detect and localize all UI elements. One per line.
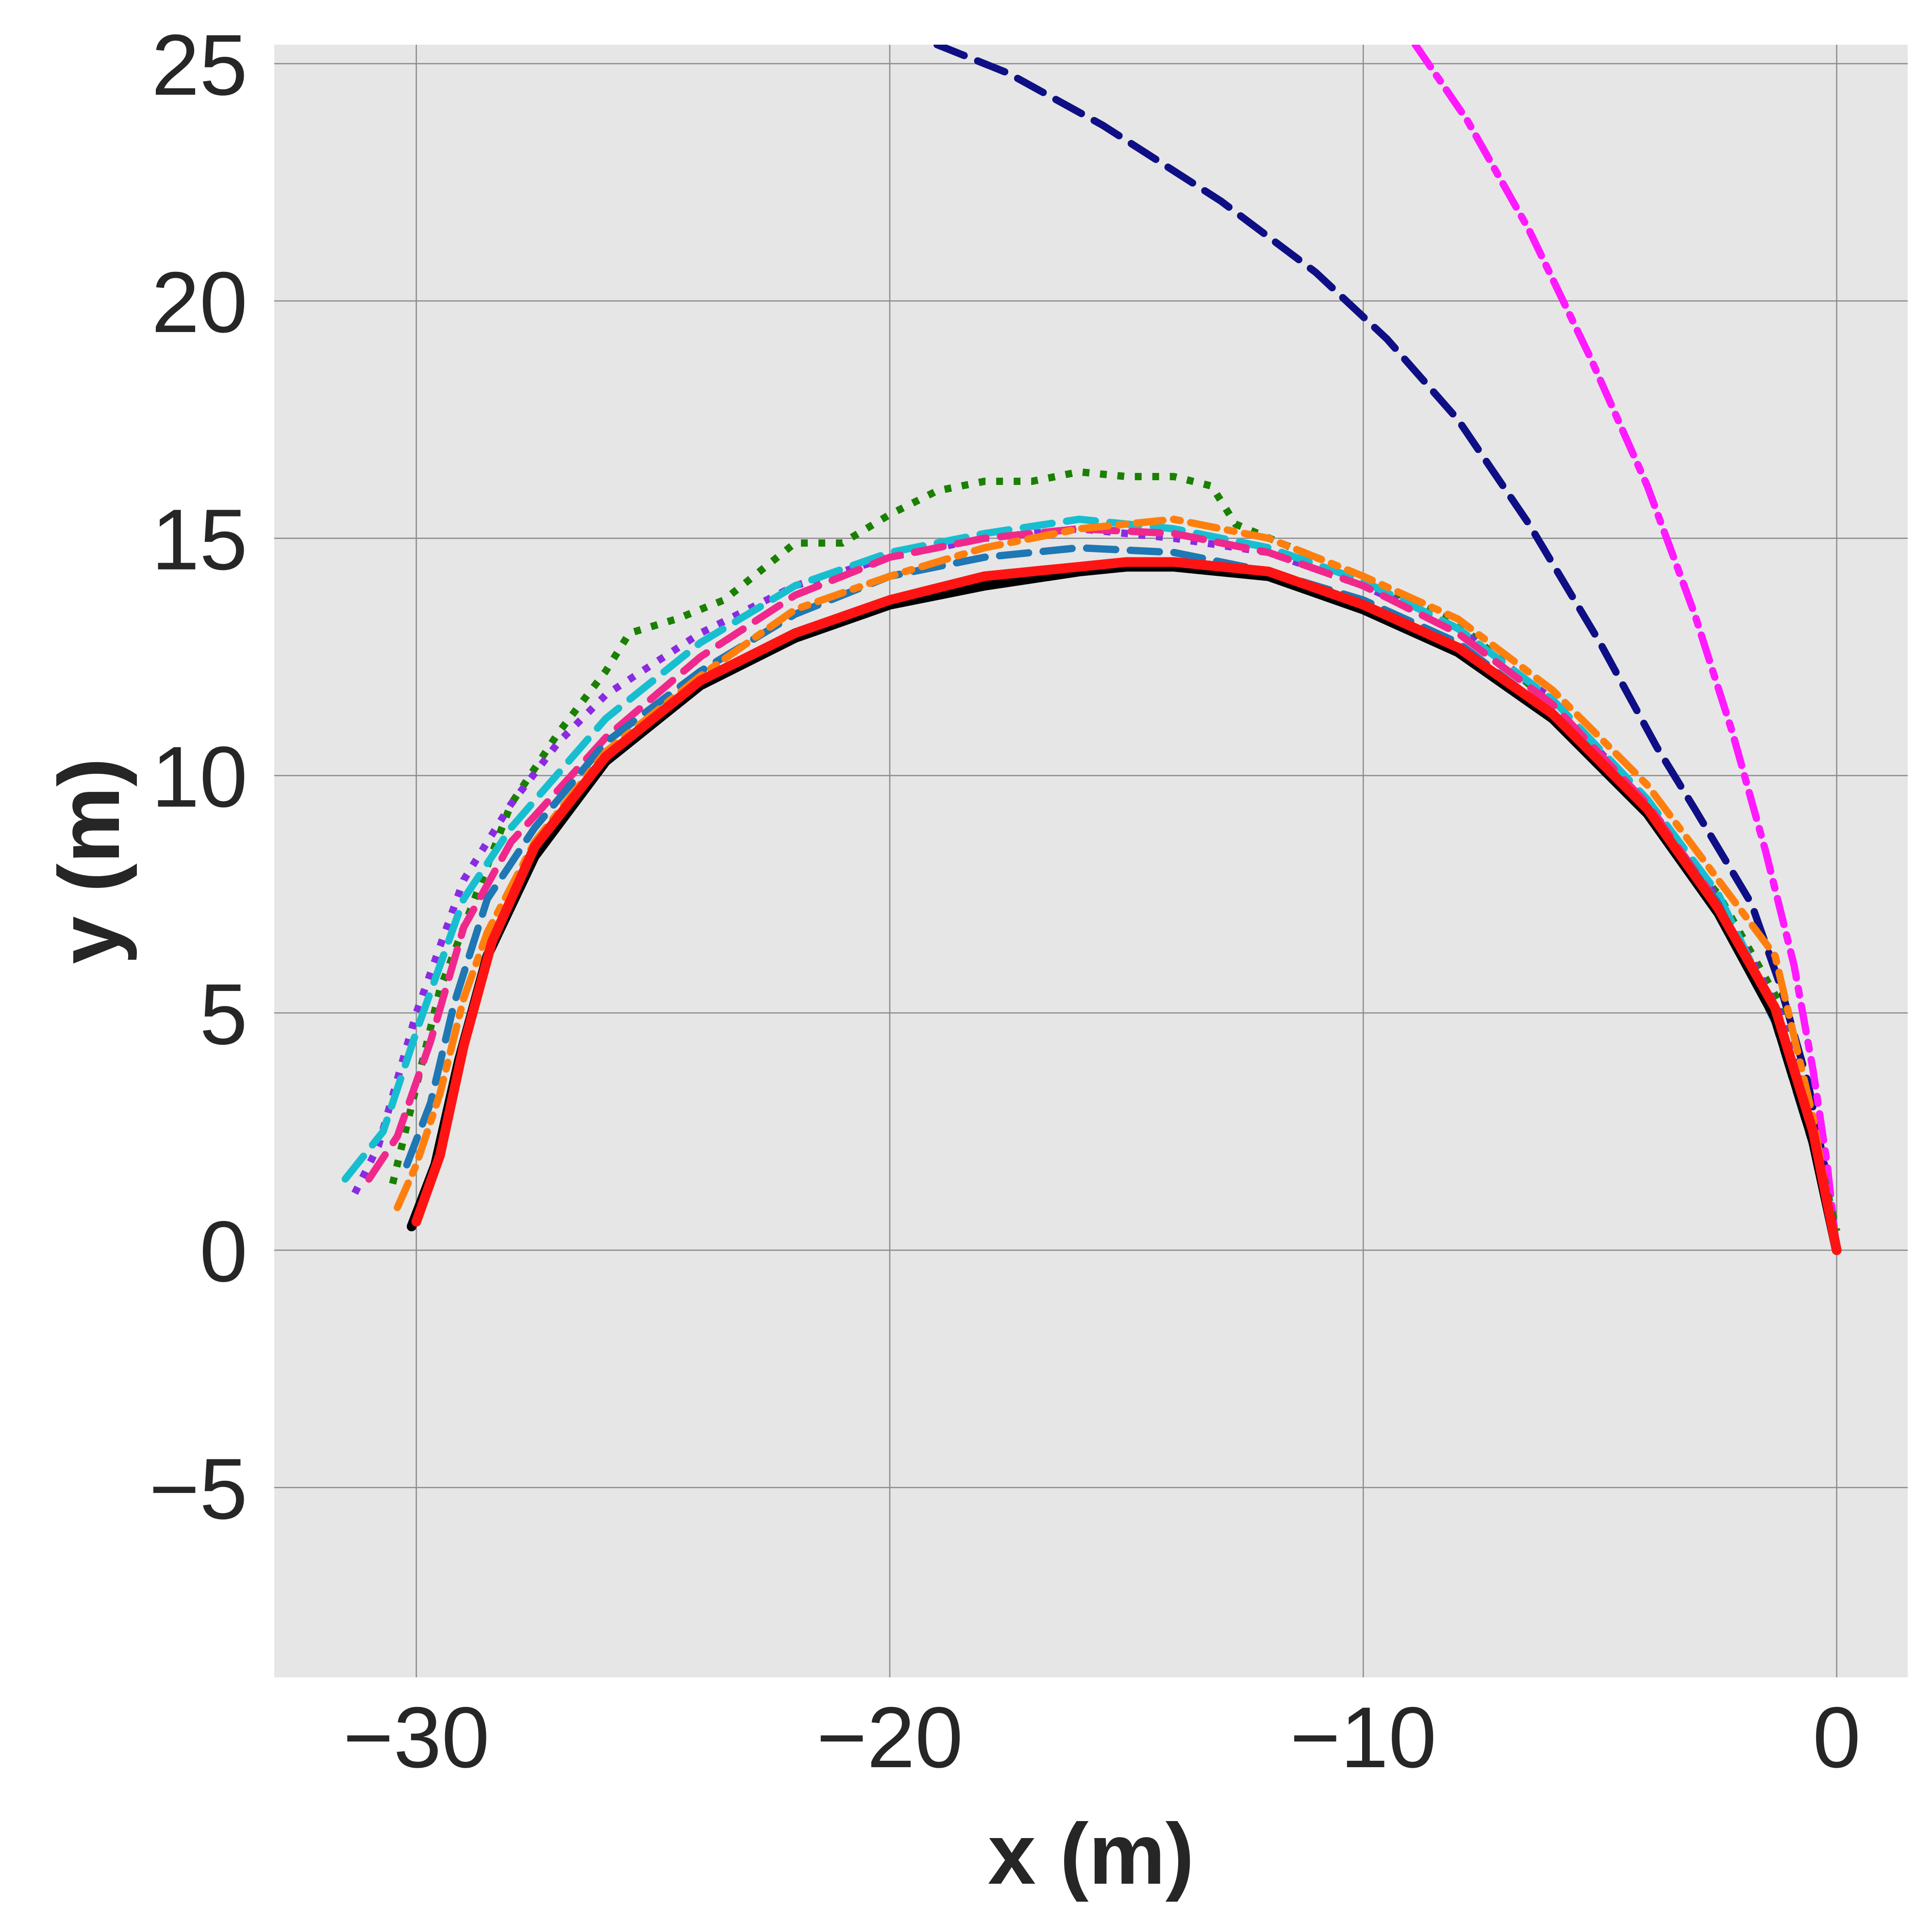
x-axis-label: x (m) [988,1806,1194,1902]
y-tick-label: 5 [200,966,248,1062]
y-axis-label: y (m) [41,758,137,964]
y-tick-label: 0 [200,1203,248,1300]
y-tick-label: 20 [151,254,248,351]
series-line-8 [394,516,1841,1254]
x-tick-label: −20 [816,1689,963,1786]
y-tick-labels: −5 0 5 10 15 20 25 [149,17,248,1537]
series-line-10 [411,557,1842,1255]
y-tick-label: −5 [149,1440,248,1537]
x-tick-label: −30 [343,1689,490,1786]
data-series [341,45,1842,1255]
series-line-2 [1412,45,1841,1254]
y-tick-label: 25 [151,17,248,113]
x-tick-labels: −30 −20 −10 0 [343,1689,1861,1786]
x-tick-label: −10 [1290,1689,1436,1786]
series-line-5 [341,516,1841,1254]
x-tick-label: 0 [1813,1689,1861,1786]
plot-background [274,45,1908,1677]
y-tick-label: 15 [151,491,248,588]
y-tick-label: 10 [151,729,248,825]
